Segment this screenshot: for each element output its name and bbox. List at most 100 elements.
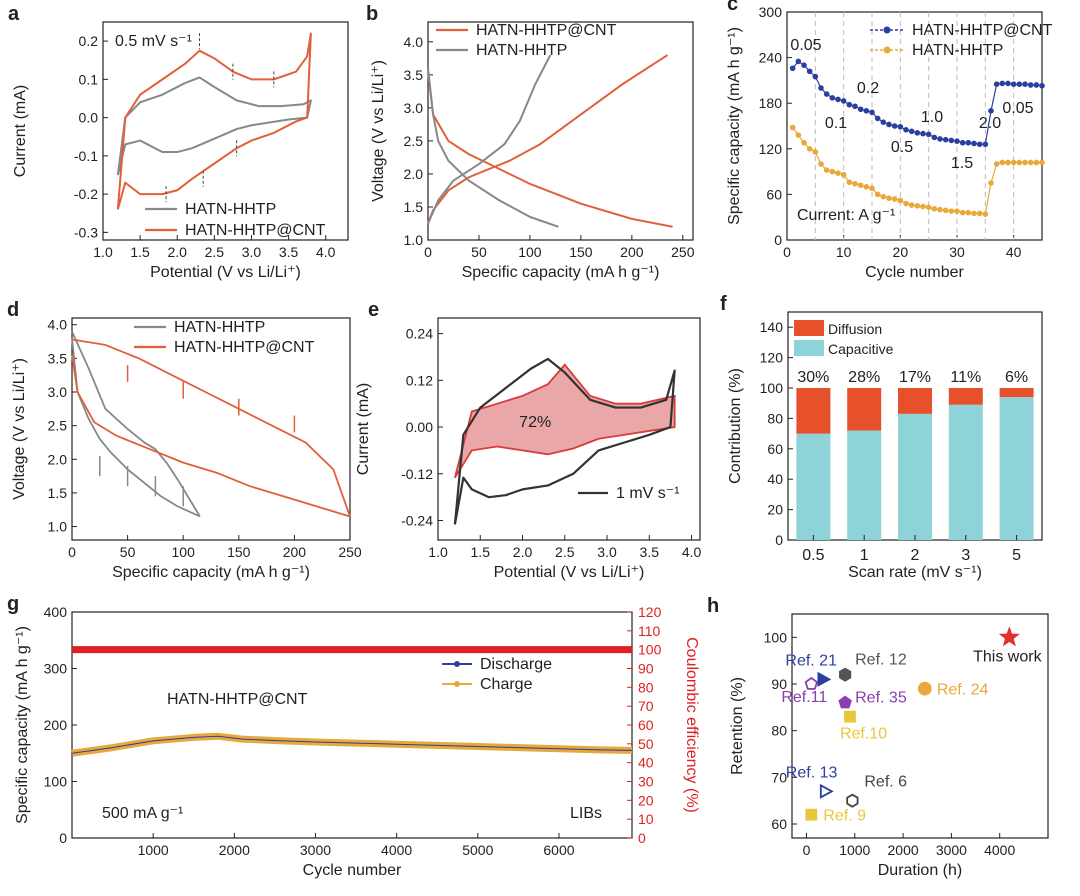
data-point xyxy=(829,95,836,101)
panel-c: c 0 10 20 30 40 0 60 120 180 240 300 Cycle number Spe… xyxy=(726,0,1053,281)
x-tick-label: 4.0 xyxy=(682,544,702,560)
x-tick-label: 30 xyxy=(949,244,965,260)
data-point xyxy=(840,98,847,104)
data-point xyxy=(914,203,921,209)
data-point xyxy=(897,197,904,204)
panel-b: b 0 50 100 150 200 250 1.0 1.5 2.0 2.5 3.0 3.5 4.0 Spe… xyxy=(366,3,695,281)
data-point xyxy=(818,161,824,167)
data-point xyxy=(886,195,892,201)
y-tick-label: 2.0 xyxy=(48,451,68,467)
data-point xyxy=(993,81,1000,87)
x-axis-title: Potential (V vs Li/Li⁺) xyxy=(494,564,645,581)
data-point xyxy=(971,140,977,147)
x-tick-label: 50 xyxy=(471,244,487,260)
y-tick-label: -0.24 xyxy=(401,513,433,529)
charge-discharge-curve xyxy=(427,68,559,228)
data-point xyxy=(999,159,1006,166)
legend-marker xyxy=(883,46,891,54)
panel-label: f xyxy=(720,293,727,315)
x-tick-label: 1000 xyxy=(138,842,169,858)
x-tick-label: 2.0 xyxy=(513,544,533,560)
y-tick-label: 200 xyxy=(44,717,68,733)
y-tick-label: 0 xyxy=(775,532,783,548)
data-point xyxy=(1027,82,1034,88)
data-point xyxy=(789,124,796,131)
data-point xyxy=(948,137,955,144)
panel-label: a xyxy=(8,3,20,25)
data-point xyxy=(869,185,875,192)
y-axis-title: Specific capacity (mA h g⁻¹) xyxy=(14,626,31,824)
data-point xyxy=(1033,82,1040,88)
y-tick-label: 300 xyxy=(759,4,783,20)
x-tick-label: 100 xyxy=(172,544,196,560)
y-tick-label: 0.00 xyxy=(406,419,433,435)
star-marker xyxy=(998,626,1020,647)
panel-label: c xyxy=(727,0,738,15)
x-tick-label: 2.5 xyxy=(205,244,225,260)
cv-curve xyxy=(116,76,312,176)
rate-label: 1.0 xyxy=(921,109,943,126)
y-tick-label: 120 xyxy=(760,350,784,366)
y-tick-label: 120 xyxy=(759,141,783,157)
y-tick-label: 3.0 xyxy=(48,384,68,400)
y-right-tick-label: 20 xyxy=(638,792,654,808)
capacitive-area xyxy=(454,363,676,479)
x-axis-title: Specific capacity (mA h g⁻¹) xyxy=(462,264,660,281)
data-point xyxy=(818,85,824,91)
data-point xyxy=(897,123,904,130)
data-point xyxy=(931,206,938,212)
y-tick-label: 2.0 xyxy=(404,166,424,182)
data-point xyxy=(1033,159,1040,166)
cv-curve xyxy=(116,32,312,210)
y-tick-label: 3.0 xyxy=(404,100,424,116)
y-tick-label: 20 xyxy=(767,502,783,518)
data-point xyxy=(925,131,932,138)
x-tick-label: 1000 xyxy=(839,842,870,858)
data-point xyxy=(965,139,972,146)
x-tick-label: 10 xyxy=(836,244,852,260)
x-axis-title: Cycle number xyxy=(865,264,964,281)
x-tick-label: 200 xyxy=(283,544,307,560)
x-tick-label: 50 xyxy=(120,544,136,560)
y-tick-label: -0.2 xyxy=(74,186,98,202)
x-tick-label: 2000 xyxy=(888,842,919,858)
y-tick-label: 60 xyxy=(771,816,787,832)
bar-capacitive xyxy=(948,404,983,540)
current-density-annotation: 500 mA g⁻¹ xyxy=(102,805,183,822)
legend-label: HATN-HHTP xyxy=(185,201,276,218)
point-label: Ref.11 xyxy=(781,689,827,706)
data-point xyxy=(1022,159,1028,166)
panel-d: d 0 50 100 150 200 250 1.0 1.5 2.0 2.5 3.0 3.5 4.0 Spe… xyxy=(7,299,362,581)
x-tick-label: 200 xyxy=(620,244,644,260)
data-point xyxy=(1039,82,1045,89)
x-tick-label: 4000 xyxy=(381,842,412,858)
x-tick-label: 3.0 xyxy=(597,544,617,560)
y-tick-label: 3.5 xyxy=(404,67,424,83)
bar-data-label: 17% xyxy=(899,369,931,386)
y-axis-title: Retention (%) xyxy=(729,677,746,775)
x-tick-label: 3.0 xyxy=(242,244,262,260)
data-point xyxy=(971,210,977,217)
legend-marker xyxy=(454,681,460,687)
data-point xyxy=(954,208,960,214)
discharge-line xyxy=(71,735,633,754)
legend-marker xyxy=(883,26,891,34)
data-point xyxy=(852,103,858,110)
charge-band xyxy=(71,732,633,757)
data-point xyxy=(1005,159,1011,166)
x-tick-label: 1.5 xyxy=(130,244,150,260)
point-label: Ref. 24 xyxy=(937,682,989,699)
bar-capacitive xyxy=(898,413,932,540)
data-point xyxy=(801,62,807,68)
y-axis-title: Voltage (V vs Li/Li⁺) xyxy=(11,358,28,500)
x-tick-label: 6000 xyxy=(543,842,574,858)
data-point xyxy=(954,138,960,144)
x-tick-label: 0.5 xyxy=(802,547,824,564)
x-tick-label: 40 xyxy=(1006,244,1022,260)
plot-frame xyxy=(791,613,1049,839)
y-tick-label: 4.0 xyxy=(48,317,68,333)
gitt-curve xyxy=(71,338,351,517)
data-point xyxy=(840,171,847,178)
data-point xyxy=(823,91,830,97)
